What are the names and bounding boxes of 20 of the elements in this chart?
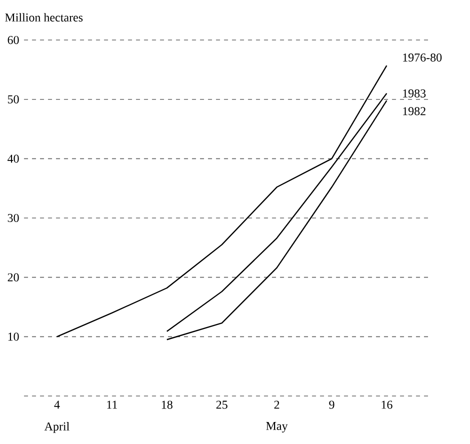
series-label: 1983 bbox=[403, 89, 426, 98]
x-tick-label: 18 bbox=[162, 400, 172, 409]
line-series bbox=[56, 64, 388, 338]
y-tick-label: 30 bbox=[8, 214, 19, 222]
series-label: 1976-80 bbox=[403, 53, 442, 62]
y-axis-title: Million hectares bbox=[5, 13, 83, 22]
y-tick-label: 20 bbox=[8, 273, 19, 282]
x-tick-label: 9 bbox=[329, 400, 334, 409]
x-tick-label: 4 bbox=[54, 400, 60, 409]
y-tick-label: 50 bbox=[8, 95, 19, 104]
text: April bbox=[44, 422, 70, 433]
y-tick-label: 10 bbox=[8, 332, 19, 341]
x-tick-label: 16 bbox=[382, 400, 392, 409]
y-tick-label: 60 bbox=[8, 36, 19, 44]
x-tick-label: 2 bbox=[274, 400, 280, 409]
x-tick-label: 25 bbox=[216, 400, 228, 409]
text: May bbox=[266, 422, 288, 432]
series-label: 1982 bbox=[403, 107, 426, 116]
x-tick-label: 11 bbox=[107, 400, 117, 409]
y-tick-label: 40 bbox=[8, 154, 19, 163]
